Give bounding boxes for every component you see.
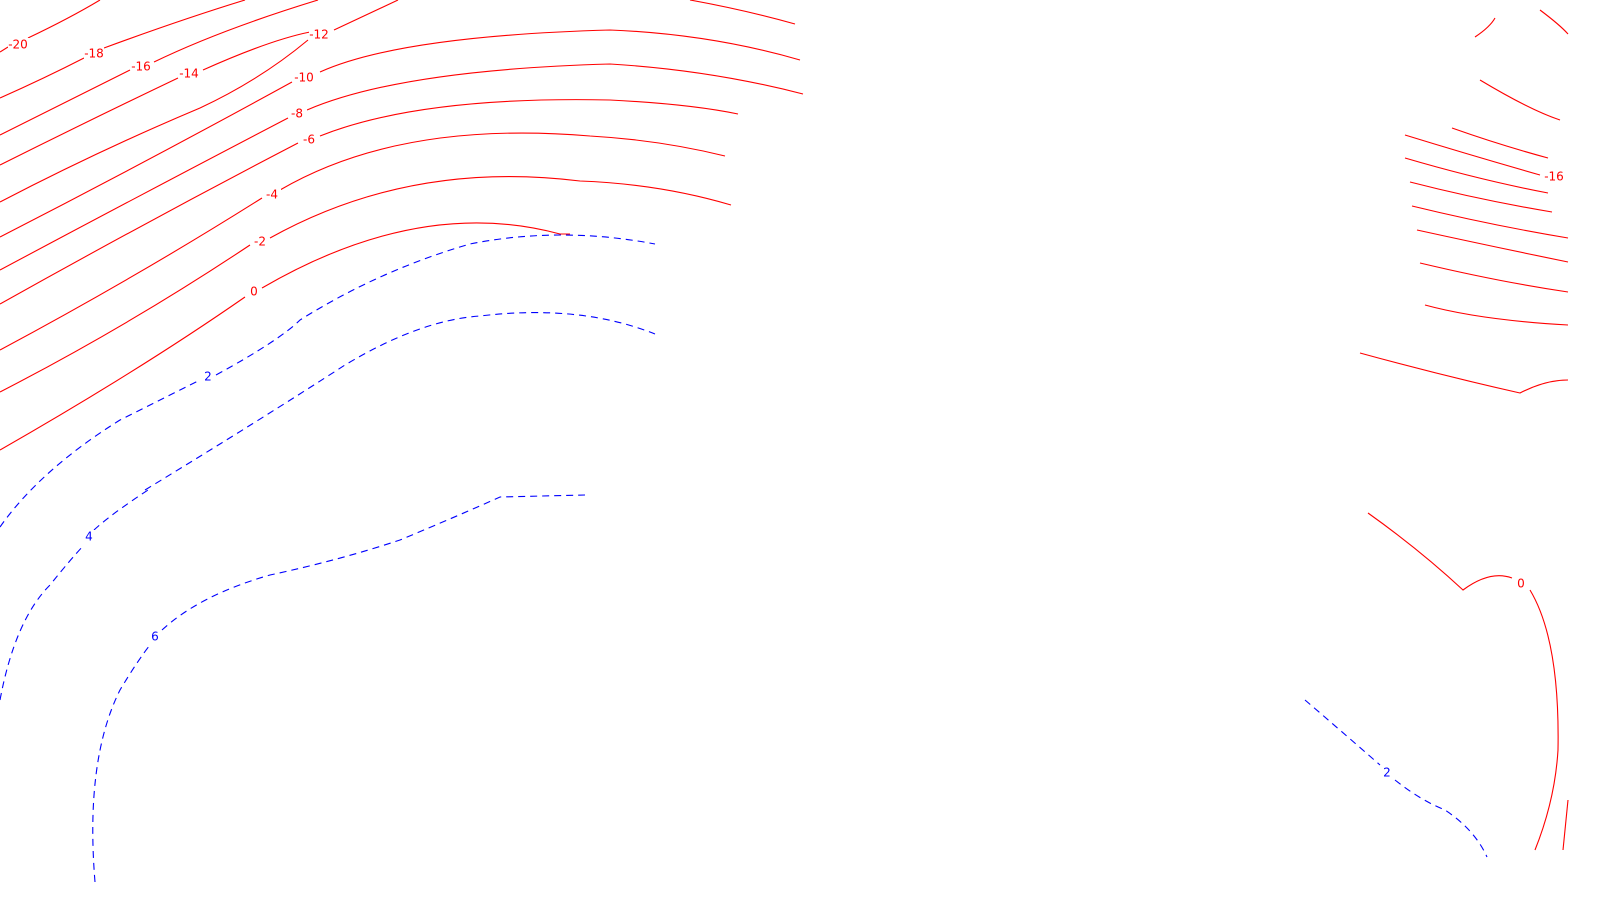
contour-line-west-neg-4 (0, 132, 726, 351)
contour-line-west-pos-2-inner (144, 312, 656, 491)
contour-label-neg-14: -14 (179, 67, 199, 81)
contour-label-neg-18: -18 (84, 47, 104, 61)
contour-label-neg-16: -16 (131, 60, 151, 74)
contour-line-east-zero (1367, 512, 1559, 851)
contour-line-east-neg-h (1416, 229, 1569, 263)
contour-line-west-neg-16 (0, 0, 319, 136)
contour-line-west-pos-2 (0, 234, 656, 528)
contour-label-zero-east: 0 (1517, 577, 1525, 591)
contour-label-pos-4: 4 (85, 530, 93, 544)
contour-label-neg-10: -10 (294, 71, 314, 85)
contour-line-east-neg-j (1424, 304, 1569, 326)
contour-line-east-neg-k (1359, 352, 1569, 394)
contour-line-east-neg-l (1562, 799, 1569, 851)
contour-line-west-neg-8 (0, 63, 804, 271)
contour-line-west-neg-12 (0, 0, 796, 203)
contour-line-west-neg-18 (0, 0, 246, 99)
west-negative-contours (0, 0, 804, 451)
contour-line-west-neg-20 (0, 0, 101, 53)
contour-line-west-zero (0, 222, 570, 451)
contour-line-east-neg-i (1419, 262, 1569, 293)
contour-line-west-neg-14 (0, 31, 311, 166)
east-positive-contours (1304, 699, 1488, 858)
contour-line-east-neg-b (1539, 9, 1569, 35)
contour-label-neg-2: -2 (254, 235, 266, 249)
contour-line-west-neg-6 (0, 99, 739, 305)
contour-line-west-pos-6 (92, 494, 586, 883)
contour-label-pos-6: 6 (151, 630, 159, 644)
west-positive-contours (0, 234, 656, 883)
contour-labels: -20 -18 -16 -14 -12 -10 -8 -6 -4 -2 0 2 … (8, 28, 1568, 780)
contour-label-neg-16-east: -16 (1544, 170, 1564, 184)
contour-label-neg-4: -4 (266, 188, 278, 202)
contour-line-east-neg-a (1474, 17, 1496, 38)
contour-line-east-neg-d (1451, 127, 1549, 159)
contour-label-neg-8: -8 (291, 107, 303, 121)
contour-line-east-neg-f (1409, 181, 1553, 213)
contour-line-west-pos-4 (0, 489, 149, 701)
contour-label-pos-2-west: 2 (204, 370, 212, 384)
contour-line-east-neg-g (1411, 205, 1569, 239)
contour-line-west-neg-2 (0, 175, 732, 393)
contour-label-neg-6: -6 (303, 133, 315, 147)
contour-line-east-neg-e (1404, 157, 1549, 194)
east-negative-contours (1359, 9, 1569, 851)
contour-line-east-neg-c (1479, 79, 1561, 121)
contour-label-neg-20: -20 (8, 38, 28, 52)
contour-label-neg-12: -12 (309, 28, 329, 42)
contour-line-west-neg-10 (0, 29, 801, 238)
contour-line-east-pos-2 (1304, 699, 1488, 858)
contour-label-zero-west: 0 (250, 285, 258, 299)
contour-label-pos-2-east: 2 (1383, 766, 1391, 780)
